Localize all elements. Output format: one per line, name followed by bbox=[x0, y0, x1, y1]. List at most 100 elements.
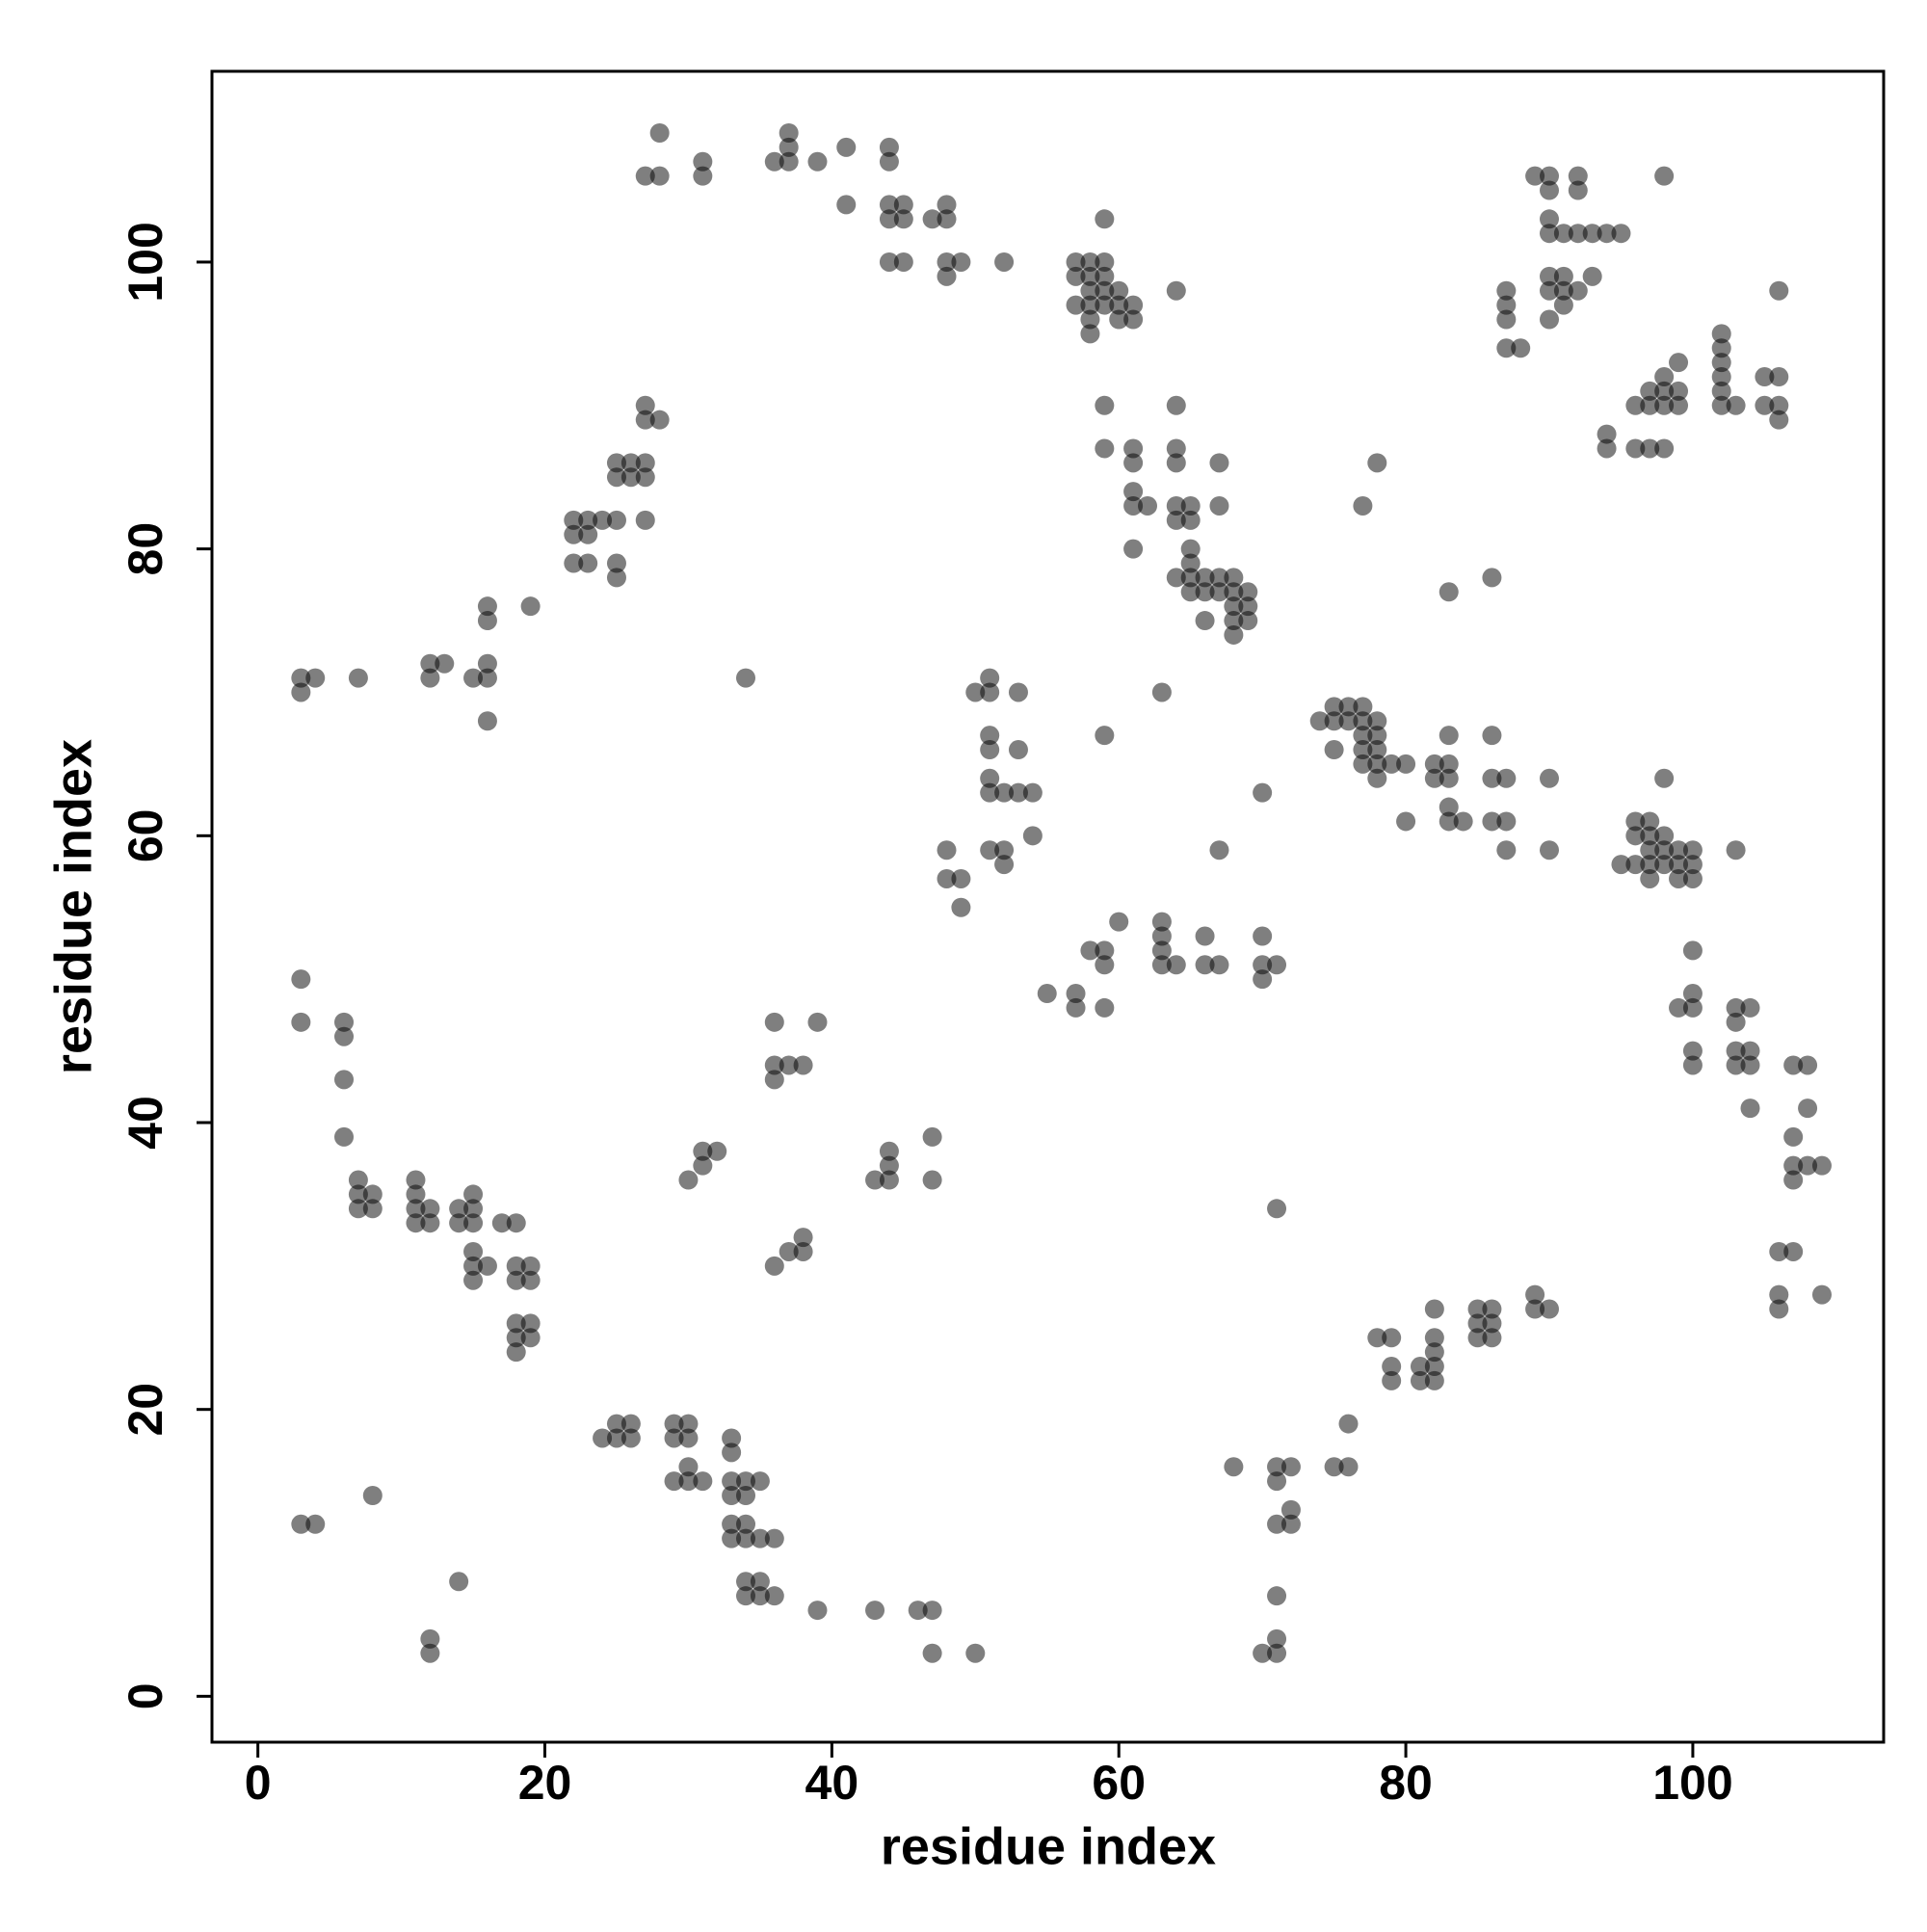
point bbox=[1224, 582, 1244, 602]
point bbox=[1123, 495, 1144, 516]
point bbox=[922, 1643, 942, 1663]
y-tick-label: 80 bbox=[119, 522, 172, 576]
point bbox=[1711, 395, 1731, 415]
point bbox=[722, 1471, 742, 1492]
point bbox=[1280, 1514, 1301, 1534]
point bbox=[1467, 1313, 1488, 1334]
point bbox=[506, 1270, 526, 1290]
point bbox=[1467, 1328, 1488, 1348]
point bbox=[1682, 1041, 1703, 1061]
point bbox=[449, 1572, 469, 1592]
point bbox=[865, 1170, 885, 1190]
point bbox=[1682, 840, 1703, 860]
point bbox=[736, 668, 756, 688]
point bbox=[463, 668, 484, 688]
point bbox=[1267, 955, 1287, 975]
point bbox=[836, 137, 857, 157]
point bbox=[620, 1414, 641, 1434]
point bbox=[291, 969, 311, 990]
point bbox=[1540, 266, 1559, 286]
point bbox=[893, 195, 913, 215]
point bbox=[922, 1170, 942, 1190]
point bbox=[1640, 381, 1660, 401]
point bbox=[291, 1012, 311, 1032]
point bbox=[1640, 855, 1660, 875]
point bbox=[1640, 811, 1660, 832]
point bbox=[1482, 1313, 1502, 1334]
point bbox=[994, 840, 1015, 860]
point bbox=[1553, 224, 1573, 244]
point bbox=[1726, 395, 1746, 415]
point bbox=[334, 1070, 355, 1090]
point bbox=[678, 1414, 699, 1434]
point bbox=[1496, 811, 1517, 832]
point bbox=[334, 1012, 355, 1032]
point bbox=[477, 611, 497, 631]
point bbox=[1180, 582, 1201, 602]
point bbox=[937, 195, 957, 215]
point bbox=[1080, 940, 1100, 961]
point bbox=[578, 524, 598, 544]
point bbox=[1625, 826, 1646, 846]
point bbox=[1439, 811, 1459, 832]
point bbox=[879, 209, 899, 229]
point bbox=[1195, 568, 1215, 588]
point bbox=[1582, 266, 1602, 286]
point bbox=[1324, 1457, 1344, 1477]
point bbox=[779, 123, 799, 144]
point bbox=[922, 1601, 942, 1621]
point bbox=[937, 266, 957, 286]
point bbox=[1597, 224, 1617, 244]
point bbox=[722, 1428, 742, 1448]
point bbox=[1095, 940, 1115, 961]
point bbox=[1123, 309, 1144, 330]
point bbox=[1109, 280, 1129, 301]
point bbox=[1783, 1241, 1804, 1261]
point bbox=[1267, 1471, 1287, 1492]
point bbox=[779, 151, 799, 172]
point bbox=[1482, 1299, 1502, 1319]
point bbox=[1654, 395, 1675, 415]
point bbox=[1180, 568, 1201, 588]
point bbox=[1496, 768, 1517, 788]
point bbox=[793, 1055, 813, 1075]
point bbox=[807, 1012, 828, 1032]
point bbox=[1625, 438, 1646, 459]
point bbox=[649, 410, 670, 430]
point bbox=[606, 467, 626, 488]
point bbox=[1640, 438, 1660, 459]
point bbox=[722, 1514, 742, 1534]
point bbox=[1540, 166, 1559, 186]
point bbox=[1151, 940, 1172, 961]
point bbox=[1109, 309, 1129, 330]
point bbox=[620, 1428, 641, 1448]
point bbox=[693, 151, 713, 172]
point bbox=[1338, 711, 1359, 731]
point bbox=[951, 251, 971, 272]
point bbox=[1382, 1370, 1402, 1390]
point bbox=[1410, 1357, 1430, 1377]
point bbox=[1496, 295, 1517, 315]
point bbox=[1424, 1357, 1444, 1377]
point bbox=[779, 1055, 799, 1075]
point bbox=[1095, 280, 1115, 301]
point bbox=[1811, 1155, 1832, 1176]
point bbox=[1166, 453, 1186, 473]
point bbox=[1253, 782, 1273, 803]
point bbox=[477, 653, 497, 674]
point bbox=[1180, 495, 1201, 516]
point bbox=[449, 1199, 469, 1219]
y-tick-label: 40 bbox=[119, 1096, 172, 1150]
point bbox=[922, 1126, 942, 1147]
point bbox=[678, 1471, 699, 1492]
point bbox=[1640, 868, 1660, 888]
point bbox=[1095, 997, 1115, 1018]
point bbox=[722, 1485, 742, 1505]
point bbox=[1123, 438, 1144, 459]
point bbox=[1080, 295, 1100, 315]
point bbox=[1267, 1586, 1287, 1606]
x-tick-label: 0 bbox=[245, 1756, 272, 1810]
point bbox=[1798, 1098, 1818, 1119]
point bbox=[779, 137, 799, 157]
